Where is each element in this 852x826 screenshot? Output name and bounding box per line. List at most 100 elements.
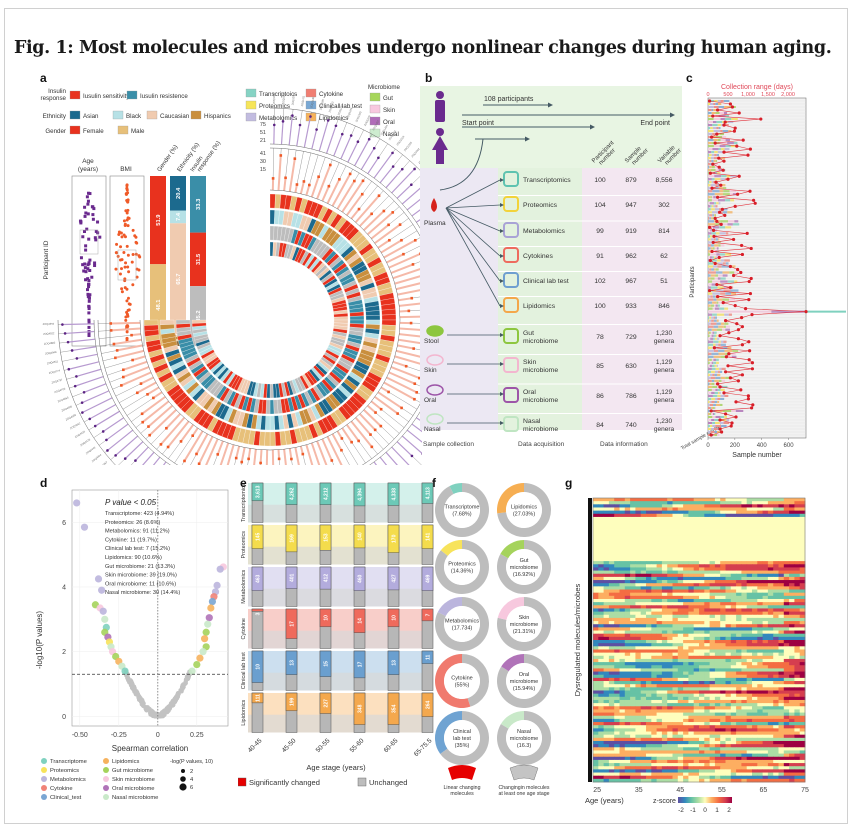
legend-label: Caucasian (160, 113, 190, 120)
heatmap-cell (709, 633, 716, 638)
heatmap-cell (593, 561, 599, 565)
heatmap-cell (736, 595, 742, 600)
linear-slice (440, 540, 462, 556)
bmi-dot (402, 252, 405, 256)
changed-bar (353, 482, 366, 507)
heatmap-cell (608, 595, 615, 600)
heatmap-cell (672, 589, 679, 594)
heatmap-cell (752, 554, 758, 559)
bmi-lollipop (396, 349, 422, 359)
age-dot (123, 457, 127, 460)
heatmap-cell (736, 498, 742, 502)
heatmap-cell (699, 614, 705, 619)
heatmap-cell (651, 602, 657, 606)
heatmap-cell (672, 507, 679, 512)
heatmap-cell (608, 513, 615, 518)
heatmap-cell (646, 561, 652, 565)
heatmap-cell (762, 595, 769, 600)
heatmap-cell (635, 605, 642, 609)
heatmap-cell (619, 523, 626, 527)
collection-range-point (736, 267, 740, 272)
heatmap-cell (635, 520, 642, 524)
heatmap-cell (762, 529, 769, 534)
heatmap-cell (757, 564, 763, 568)
heatmap-cell (725, 526, 732, 530)
legend-swatch (126, 90, 138, 100)
heatmap-cell (794, 592, 801, 597)
heatmap-cell (640, 633, 647, 638)
heatmap-cell (767, 598, 774, 603)
heatmap-cell (640, 554, 647, 559)
age-lollipop (76, 353, 98, 360)
heatmap-cell (736, 535, 742, 540)
heatmap-cell (677, 557, 684, 562)
heatmap-cell (783, 513, 790, 518)
heatmap-cell (725, 548, 732, 553)
heatmap-cell (656, 504, 663, 508)
heatmap-cell (608, 592, 615, 597)
column-header-age: Age (82, 158, 94, 165)
sample-bar (804, 310, 846, 313)
age-lollipop (124, 441, 144, 460)
participant-number: 100 (594, 177, 606, 184)
bmi-dot (141, 420, 144, 424)
heatmap-cell (651, 595, 657, 600)
heatmap-cell (720, 573, 726, 578)
heatmap-cell (736, 640, 742, 644)
heatmap-cell (730, 605, 737, 609)
variable-number: genera (654, 426, 675, 433)
heatmap-cell (635, 570, 642, 575)
heatmap-cell (614, 520, 620, 524)
heatmap-cell (714, 570, 721, 575)
heatmap-cell (789, 624, 795, 628)
heatmap-cell (635, 532, 642, 537)
heatmap-cell (762, 630, 769, 635)
heatmap-cell (714, 583, 721, 587)
heatmap-cell (656, 532, 663, 537)
heatmap-cell (699, 523, 705, 527)
heatmap-cell (693, 513, 700, 518)
heatmap-cell (714, 633, 721, 638)
heatmap-cell (646, 557, 652, 562)
heatmap-cell (783, 608, 790, 612)
heatmap-cell (635, 535, 642, 540)
heatmap-cell (762, 614, 769, 619)
heatmap-cell (725, 529, 732, 534)
heatmap-cell (635, 507, 642, 512)
collection-range-point (735, 144, 739, 148)
column-header-age-2: (years) (78, 166, 98, 173)
collection-range-point (720, 207, 724, 211)
heatmap-cell (688, 589, 695, 594)
heatmap-cell (720, 608, 726, 612)
heatmap-cell (746, 573, 753, 578)
bmi-lollipop (377, 391, 403, 409)
ring-segment (175, 319, 191, 325)
collection-range-point (721, 301, 725, 305)
heatmap-cell (720, 595, 726, 600)
heatmap-cell (667, 617, 673, 622)
heatmap-cell (672, 627, 679, 631)
source-label: Nasal (424, 426, 441, 433)
heatmap-cell (752, 501, 758, 505)
heatmap-cell (598, 526, 604, 530)
heatmap-cell (783, 532, 790, 537)
heatmap-cell (677, 598, 684, 603)
heatmap-cell (741, 539, 748, 543)
heatmap-cell (736, 592, 742, 597)
heatmap-cell (794, 501, 801, 505)
heatmap-cell (789, 570, 795, 575)
heatmap-cell (799, 614, 806, 619)
heatmap-cell (624, 658, 631, 663)
age-lollipop (391, 446, 410, 465)
legend-label: Lipidomics (112, 759, 139, 765)
heatmap-cell (640, 557, 647, 562)
bmi-point (125, 325, 129, 329)
collection-range-point (711, 162, 715, 166)
heatmap-cell (762, 564, 769, 568)
heatmap-cell (635, 608, 642, 612)
legend-label: Clinicall lab test (319, 103, 362, 110)
heatmap-cell (757, 548, 763, 553)
bmi-dot (195, 452, 198, 456)
heatmap-cell (619, 510, 626, 515)
